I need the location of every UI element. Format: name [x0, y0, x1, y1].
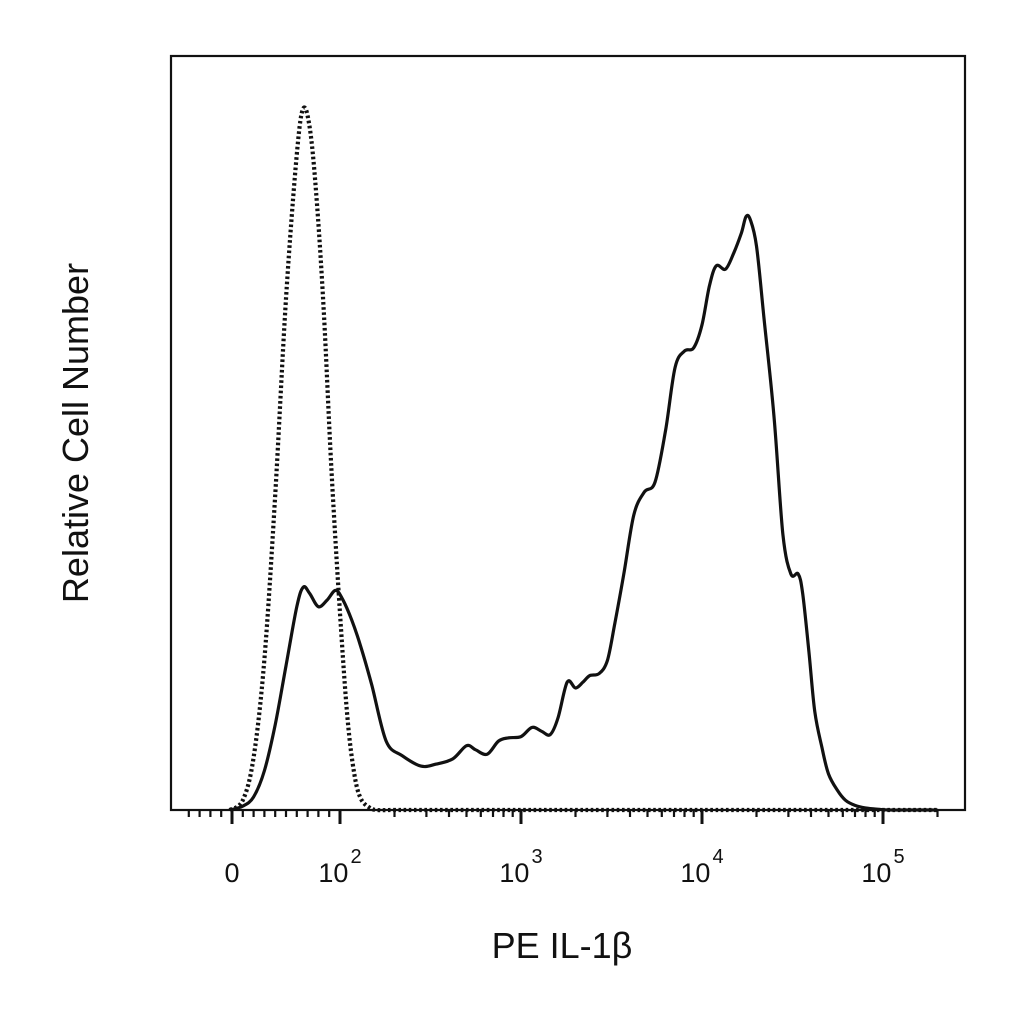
- x-tick-label-base-3: 10: [680, 858, 710, 888]
- x-axis-label: PE IL-1β: [492, 925, 633, 966]
- x-axis-ticks: [187, 810, 939, 824]
- x-tick-label-base-2: 10: [499, 858, 529, 888]
- x-tick-label-0: 0: [224, 858, 239, 888]
- control-histogram-dotted: [228, 105, 938, 813]
- series-layer: [228, 105, 938, 813]
- x-tick-label-exponent-4: 5: [893, 846, 904, 868]
- x-tick-label-2: 103: [499, 846, 542, 888]
- x-tick-label-base-4: 10: [861, 858, 891, 888]
- x-tick-label-1: 102: [318, 846, 361, 888]
- x-tick-label-exponent-1: 2: [350, 846, 361, 868]
- x-tick-label-3: 104: [680, 846, 723, 888]
- y-axis-label: Relative Cell Number: [55, 263, 96, 603]
- x-tick-label-exponent-3: 4: [712, 846, 723, 868]
- plot-frame: [169, 54, 967, 812]
- x-tick-label-4: 105: [861, 846, 904, 888]
- x-tick-label-base-0: 0: [224, 858, 239, 888]
- x-tick-label-base-1: 10: [318, 858, 348, 888]
- sample-histogram-solid: [229, 213, 938, 812]
- x-tick-label-exponent-2: 3: [531, 846, 542, 868]
